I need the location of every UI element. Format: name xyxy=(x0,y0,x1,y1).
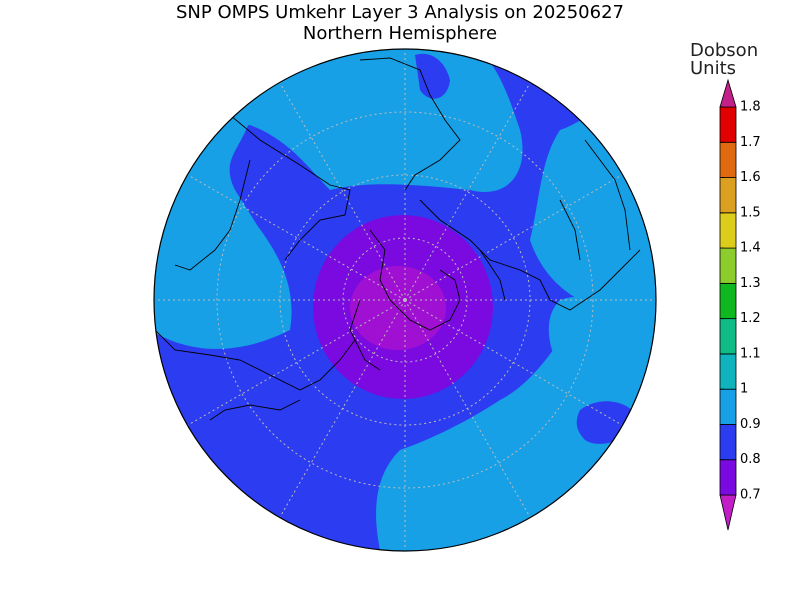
colorbar-under xyxy=(719,494,737,531)
subtitle: Northern Hemisphere xyxy=(303,23,497,44)
colorbar-tick-label: 1.2 xyxy=(740,311,761,326)
contour-region xyxy=(548,296,655,403)
colorbar: 0.7 0.8 0.9 1 1.1 1.2 1.3 1.4 1.5 1.6 1.7 1.8 xyxy=(719,78,761,531)
colorbar-segment xyxy=(719,459,737,496)
colorbar-tick-label: 1.4 xyxy=(740,241,761,256)
colorbar-over xyxy=(719,78,737,108)
colorbar-tick-label: 0.9 xyxy=(740,417,761,432)
colorbar-units: Dobson xyxy=(690,40,758,61)
meridian xyxy=(155,50,655,550)
colorbar-segment xyxy=(719,247,737,284)
title: SNP OMPS Umkehr Layer 3 Analysis on 2025… xyxy=(176,2,624,23)
latitude-circle xyxy=(216,111,594,489)
colorbar-tick-label: 1.8 xyxy=(740,100,761,115)
colorbar-segment xyxy=(719,106,737,143)
contour-region xyxy=(415,53,450,99)
colorbar-segment xyxy=(719,424,737,461)
coastline xyxy=(154,57,641,421)
map-border xyxy=(153,48,657,552)
colorbar-tick-label: 1.5 xyxy=(740,205,761,220)
colorbar-segment xyxy=(719,318,737,355)
colorbar-tick-label: 1.7 xyxy=(740,135,761,150)
colorbar-segment xyxy=(719,388,737,425)
colorbar-units: Units xyxy=(690,58,736,79)
colorbar-tick-label: 1.3 xyxy=(740,276,761,291)
colorbar-segment xyxy=(719,177,737,214)
colorbar-segment xyxy=(719,353,737,390)
colorbar-tick-label: 1.6 xyxy=(740,170,761,185)
colorbar-tick-label: 1 xyxy=(740,382,748,397)
colorbar-tick-label: 0.7 xyxy=(740,488,761,503)
colorbar-tick-label: 0.8 xyxy=(740,452,761,467)
colorbar-tick-label: 1.1 xyxy=(740,346,761,361)
polar-map xyxy=(154,49,656,551)
colorbar-segment xyxy=(719,282,737,320)
colorbar-segment xyxy=(719,141,737,178)
colorbar-segment xyxy=(719,212,737,249)
